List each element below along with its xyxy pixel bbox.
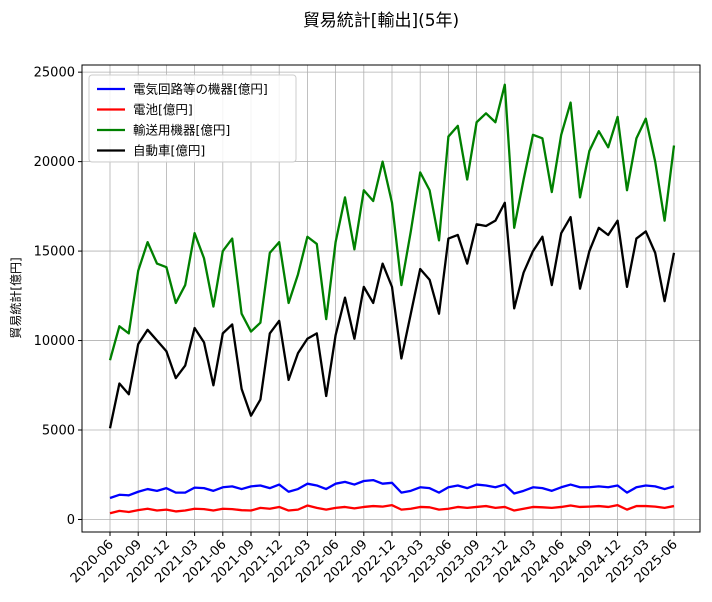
y-axis: 0 5000 10000 15000 20000 25000 xyxy=(34,66,82,528)
series-lines xyxy=(108,83,676,515)
legend: 電気回路等の機器[億円] 電池[億円] 輸送用機器[億円] 自動車[億円] xyxy=(88,74,297,163)
y-axis-label: 貿易統計[億円] xyxy=(8,257,23,338)
y-tick-label: 25000 xyxy=(34,66,75,81)
y-tick-label: 10000 xyxy=(34,334,75,349)
y-tick-label: 0 xyxy=(67,513,75,528)
y-tick-label: 15000 xyxy=(34,245,75,260)
legend-label: 輸送用機器[億円] xyxy=(133,123,230,138)
series-line-1 xyxy=(109,478,675,500)
legend-label: 自動車[億円] xyxy=(133,143,205,158)
legend-label: 電気回路等の機器[億円] xyxy=(133,82,268,97)
plot-area-frame xyxy=(81,64,701,533)
series-line-2 xyxy=(109,504,675,515)
legend-box xyxy=(88,74,297,163)
chart-title: 貿易統計[輸出](5年) xyxy=(303,11,459,31)
y-tick-label: 5000 xyxy=(42,424,75,439)
series-line-4 xyxy=(108,201,676,429)
legend-label: 電池[億円] xyxy=(133,102,193,117)
series-line-3 xyxy=(108,83,676,361)
y-tick-label: 20000 xyxy=(34,155,75,170)
